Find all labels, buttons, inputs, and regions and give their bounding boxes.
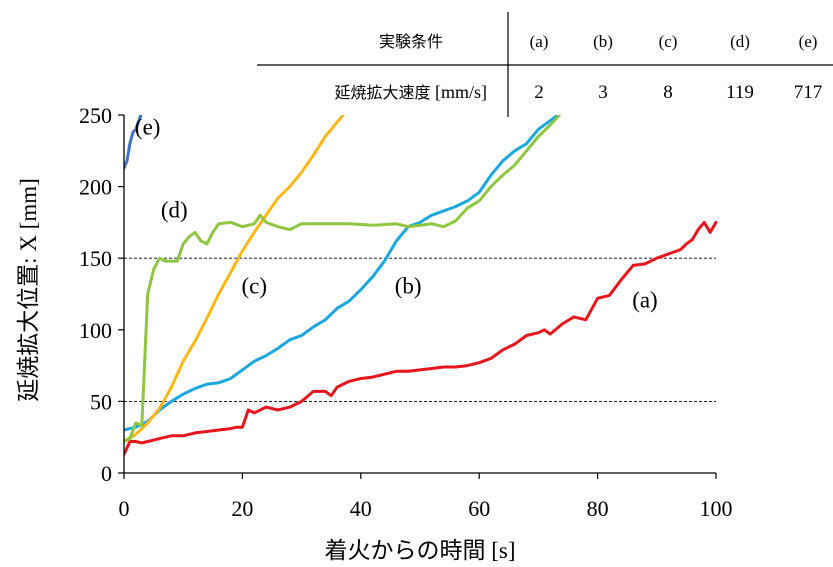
- series-label-1: (d): [161, 198, 188, 223]
- table-condition-2: (c): [659, 32, 678, 51]
- y-tick-label-200: 200: [79, 175, 112, 200]
- series-line-4: [124, 115, 143, 170]
- reference-lines: [124, 257, 716, 402]
- series-lines: [124, 115, 718, 456]
- series-label-3: (b): [395, 273, 422, 298]
- y-axis-title-unit: : X [mm]: [16, 178, 41, 264]
- series-annotations: (e) (d) (c) (b) (a): [135, 114, 658, 312]
- x-tick-label-60: 60: [468, 496, 490, 521]
- x-tick-label-0: 0: [119, 496, 130, 521]
- x-tick-label-20: 20: [231, 496, 253, 521]
- conditions-table: 実験条件 延焼拡大速度 [mm/s] (a) (b) (c) (d) (e) 2 3 8 119…: [257, 12, 833, 117]
- ticks: 0 50 100 150 200 250 0 20 40 60 80 100: [79, 103, 733, 521]
- series-line-0: [124, 220, 718, 456]
- table-speed-1: 3: [598, 82, 608, 103]
- y-axis-title-jp: 延焼拡大位置: [16, 264, 42, 402]
- x-tick-label-100: 100: [700, 496, 733, 521]
- y-tick-label-150: 150: [79, 246, 112, 271]
- x-tick-label-40: 40: [350, 496, 372, 521]
- y-axis-title: 延焼拡大位置: X [mm]: [16, 178, 42, 402]
- table-speed-3: 119: [726, 82, 754, 103]
- table-condition-3: (d): [730, 32, 750, 51]
- x-tick-label-80: 80: [587, 496, 609, 521]
- table-header-label: 実験条件: [379, 32, 443, 51]
- table-condition-1: (b): [593, 32, 613, 51]
- y-tick-label-50: 50: [90, 389, 112, 414]
- y-tick-label-250: 250: [79, 103, 112, 128]
- series-label-0: (e): [135, 114, 161, 139]
- x-axis-title: 着火からの時間 [s]: [324, 538, 515, 564]
- table-speed-2: 8: [663, 82, 673, 103]
- series-line-3: [124, 115, 562, 443]
- axes: [123, 115, 716, 474]
- y-tick-label-100: 100: [79, 318, 112, 343]
- series-line-2: [124, 115, 345, 443]
- table-columns: (a) (b) (c) (d) (e) 2 3 8 119 717: [530, 32, 823, 103]
- table-row-label: 延焼拡大速度 [mm/s]: [334, 82, 487, 102]
- series-label-2: (c): [241, 273, 267, 298]
- table-row-label-jp: 延焼拡大速度: [334, 83, 430, 102]
- table-row-label-unit: [mm/s]: [431, 82, 488, 102]
- table-speed-4: 717: [794, 82, 823, 103]
- table-condition-4: (e): [799, 32, 818, 51]
- x-axis-title-jp: 着火からの時間: [324, 538, 485, 564]
- y-tick-label-0: 0: [101, 461, 112, 486]
- table-speed-0: 2: [534, 82, 544, 103]
- table-condition-0: (a): [530, 32, 549, 51]
- x-axis-title-unit: [s]: [485, 538, 515, 563]
- series-line-1: [124, 115, 561, 432]
- series-label-4: (a): [632, 288, 658, 313]
